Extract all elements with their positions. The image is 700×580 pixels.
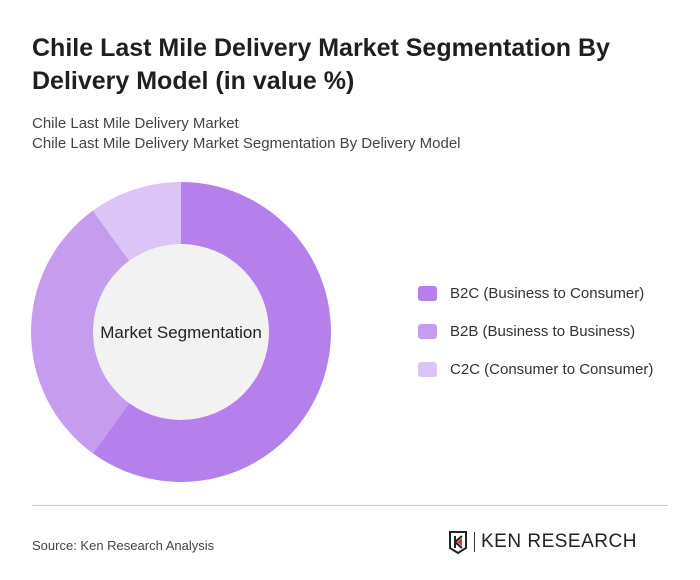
logo-text: KEN RESEARCH — [474, 532, 637, 552]
legend-label: C2C (Consumer to Consumer) — [450, 361, 654, 378]
logo-icon — [449, 531, 467, 554]
subtitle-1: Chile Last Mile Delivery Market — [32, 115, 239, 132]
chart-title: Chile Last Mile Delivery Market Segmenta… — [32, 34, 610, 95]
legend-swatch — [418, 324, 437, 339]
legend: B2C (Business to Consumer) B2B (Business… — [418, 284, 653, 398]
donut-chart: Market Segmentation — [30, 182, 332, 482]
center-label: Market Segmentation — [100, 323, 262, 342]
legend-item-b2c: B2C (Business to Consumer) — [418, 284, 653, 303]
ken-research-logo: KEN RESEARCH — [448, 530, 637, 554]
legend-swatch — [418, 362, 437, 377]
donut-center — [93, 244, 269, 420]
legend-label: B2C (Business to Consumer) — [450, 285, 645, 302]
subtitle-2: Chile Last Mile Delivery Market Segmenta… — [32, 135, 461, 152]
divider — [32, 505, 668, 506]
legend-item-c2c: C2C (Consumer to Consumer) — [418, 360, 653, 379]
legend-swatch — [418, 286, 437, 301]
legend-item-b2b: B2B (Business to Business) — [418, 322, 653, 341]
source-note: Source: Ken Research Analysis — [32, 538, 215, 553]
legend-label: B2B (Business to Business) — [450, 323, 636, 340]
